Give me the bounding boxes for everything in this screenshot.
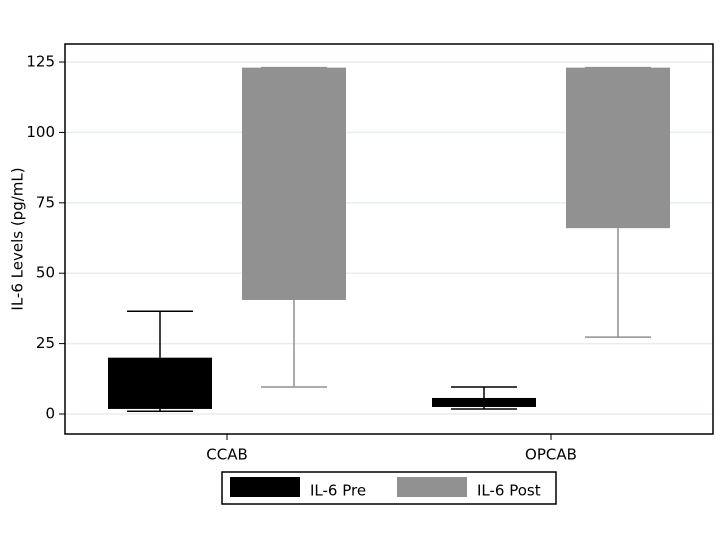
y-tick-label: 75: [36, 193, 55, 211]
box: [242, 67, 346, 300]
legend-swatch: [397, 477, 467, 497]
y-tick-label: 0: [45, 405, 55, 423]
box: [432, 397, 536, 407]
y-tick-label: 100: [26, 123, 55, 141]
y-axis-label: IL-6 Levels (pg/mL): [9, 167, 27, 310]
y-tick-label: 25: [36, 334, 55, 352]
x-tick-label: OPCAB: [525, 446, 577, 464]
y-tick-label: 125: [26, 53, 55, 71]
box: [108, 357, 212, 409]
legend-label: IL-6 Post: [477, 482, 541, 500]
box: [566, 67, 670, 229]
plot-frame: [64, 43, 714, 435]
legend-label: IL-6 Pre: [310, 482, 366, 500]
y-tick-label: 50: [36, 264, 55, 282]
x-tick-label: CCAB: [206, 446, 248, 464]
legend-swatch: [230, 477, 300, 497]
